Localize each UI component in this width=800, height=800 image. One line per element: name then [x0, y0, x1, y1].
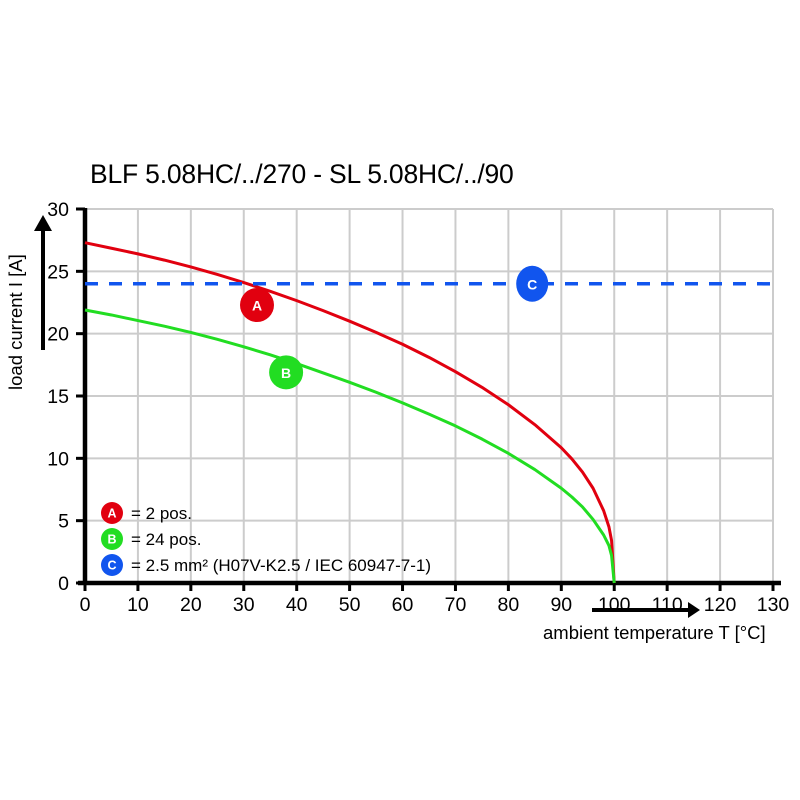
x-axis-title: ambient temperature T [°C]	[543, 622, 766, 643]
x-tick-label: 130	[757, 594, 790, 616]
marker-label-C: C	[527, 276, 537, 292]
legend-marker-label-B: B	[107, 533, 116, 547]
legend-marker-label-C: C	[107, 559, 116, 573]
axis-titles: load current I [A] ambient temperature T …	[5, 254, 766, 643]
marker-label-B: B	[281, 365, 291, 381]
axis-arrows	[34, 215, 700, 618]
y-tick-label: 0	[58, 573, 69, 595]
curve-B	[84, 308, 616, 584]
legend-marker-B[interactable]	[101, 528, 123, 550]
legend-text-A: = 2 pos.	[131, 504, 192, 523]
y-tick-label: 15	[47, 386, 69, 408]
y-tick-label: 10	[47, 448, 69, 470]
x-tick-label: 40	[286, 594, 308, 616]
x-tick-label: 70	[445, 594, 467, 616]
y-tick-label: 30	[47, 199, 69, 221]
x-tick-label: 10	[127, 594, 149, 616]
page-title: BLF 5.08HC/../270 - SL 5.08HC/../90	[90, 159, 514, 189]
curve-A	[84, 241, 616, 584]
legend-marker-label-A: A	[107, 507, 116, 521]
marker-C[interactable]	[516, 265, 549, 302]
y-tick-label: 25	[47, 261, 69, 283]
x-tick-label: 110	[652, 594, 683, 616]
x-tick-label: 100	[598, 594, 631, 616]
y-axis-ticks: 0 5 10 15 20 25 30	[47, 199, 85, 595]
x-tick-label: 30	[233, 594, 255, 616]
legend-text-C: = 2.5 mm² (H07V-K2.5 / IEC 60947-7-1)	[131, 556, 431, 575]
legend-text-B: = 24 pos.	[131, 530, 201, 549]
plot-frame	[85, 208, 774, 583]
curve-markers: A B C	[240, 265, 549, 390]
y-axis-arrow-head	[34, 215, 52, 231]
data-curves	[84, 241, 773, 584]
legend-marker-A[interactable]	[101, 502, 123, 524]
x-tick-label: 60	[392, 594, 414, 616]
y-tick-label: 5	[58, 511, 69, 533]
x-tick-label: 50	[339, 594, 361, 616]
y-tick-label: 20	[47, 324, 69, 346]
legend: A = 2 pos. B = 24 pos. C = 2.5 mm² (H07V-K2.5…	[101, 502, 431, 576]
x-tick-label: 80	[498, 594, 520, 616]
marker-A[interactable]	[240, 287, 274, 322]
legend-marker-C[interactable]	[101, 554, 123, 576]
marker-B[interactable]	[269, 355, 304, 390]
y-axis-title: load current I [A]	[5, 254, 26, 390]
x-tick-label: 20	[180, 594, 202, 616]
marker-label-A: A	[252, 297, 262, 313]
x-tick-label: 0	[80, 594, 91, 616]
x-axis-arrow-head	[688, 602, 700, 618]
x-tick-label: 120	[704, 594, 737, 616]
x-tick-label: 90	[550, 594, 572, 616]
